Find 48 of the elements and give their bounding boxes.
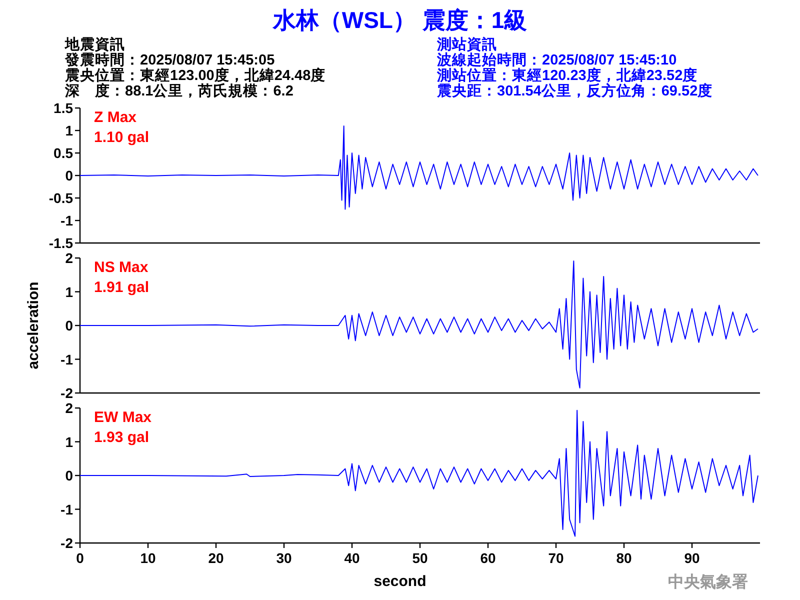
- text: 測站位置：東經120.23度，北緯23.52度: [436, 66, 698, 84]
- x-tick-label: 80: [616, 550, 632, 566]
- y-tick-label: -1: [60, 351, 74, 368]
- text: 深 度：88.1公里，芮氏規模：6.2: [64, 82, 294, 100]
- y-tick-label: 1: [65, 284, 74, 300]
- y-tick-label: 2: [65, 250, 74, 266]
- x-tick-label: 50: [412, 550, 428, 566]
- x-tick-label: 0: [76, 550, 84, 566]
- x-tick-label: 90: [684, 550, 700, 566]
- text: 波線起始時間：2025/08/07 15:45:10: [436, 52, 677, 68]
- x-tick-label: 20: [208, 550, 224, 566]
- text: 中央氣象署: [668, 572, 748, 591]
- text: 發震時間：2025/08/07 15:45:05: [64, 52, 275, 68]
- text: 測站資訊: [436, 36, 497, 53]
- y-tick-label: 0: [65, 318, 74, 334]
- text: 地震資訊: [64, 36, 125, 53]
- y-tick-label: 1: [65, 434, 74, 450]
- line-series: [80, 260, 758, 388]
- annotation: 1.10 gal: [94, 129, 150, 146]
- y-tick-label: -2: [60, 385, 74, 401]
- line-series: [80, 410, 758, 537]
- annotation: EW Max: [94, 409, 152, 426]
- y-tick-label: 2: [65, 400, 74, 416]
- annotation: 1.93 gal: [94, 429, 150, 446]
- x-tick-label: 40: [344, 550, 360, 566]
- x-tick-label: 30: [276, 550, 292, 566]
- y-tick-label: -1: [60, 501, 74, 518]
- y-tick-label: -1.5: [48, 235, 74, 251]
- y-axis-title: acceleration: [25, 282, 42, 370]
- text: 震央位置：東經123.00度，北緯24.48度: [64, 66, 326, 84]
- y-tick-label: 1.5: [54, 100, 74, 116]
- annotation: Z Max: [94, 109, 138, 126]
- text: 水林（WSL） 震度：1級: [272, 7, 528, 33]
- text: 震央距：301.54公里，反方位角：69.52度: [436, 82, 713, 100]
- x-tick-label: 10: [140, 550, 156, 566]
- y-tick-label: -0.5: [48, 190, 74, 206]
- x-tick-label: 60: [480, 550, 496, 566]
- y-tick-label: 0: [65, 468, 74, 484]
- x-axis-title: second: [374, 573, 426, 590]
- line-series: [80, 126, 758, 210]
- x-tick-label: 70: [548, 550, 564, 566]
- y-tick-label: -1: [60, 212, 74, 228]
- y-tick-label: -2: [60, 535, 74, 551]
- annotation: NS Max: [94, 259, 149, 276]
- annotation: 1.91 gal: [94, 279, 150, 296]
- y-tick-label: 1: [65, 122, 74, 138]
- y-tick-label: 0.5: [54, 145, 74, 161]
- y-tick-label: 0: [65, 168, 74, 184]
